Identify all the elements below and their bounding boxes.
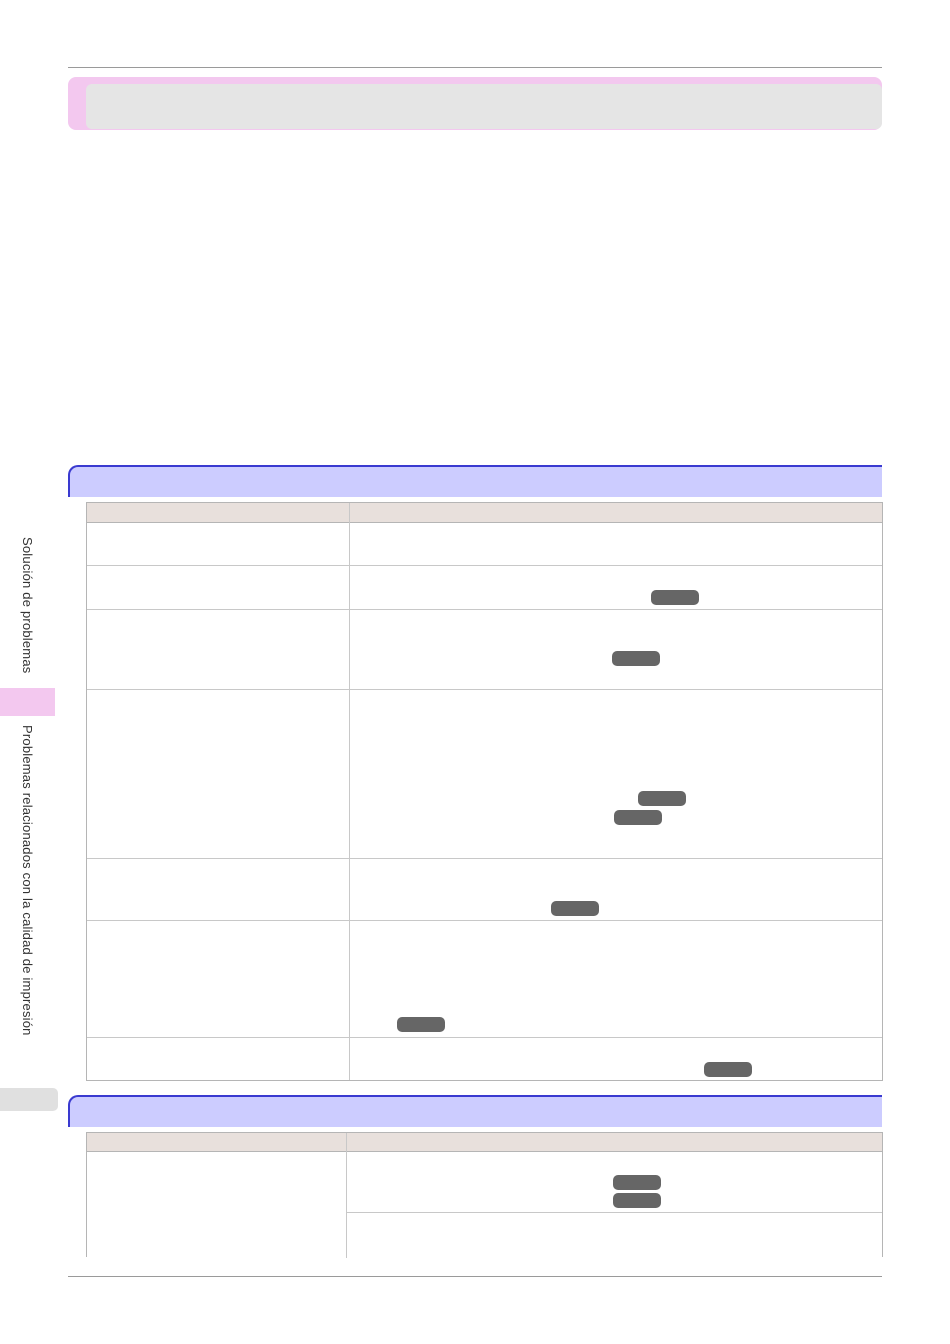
column-rule [349, 503, 350, 1080]
top-rule [68, 67, 882, 68]
row-rule [87, 565, 882, 566]
title-inner [86, 84, 882, 129]
link-badge[interactable] [613, 1193, 661, 1208]
link-badge[interactable] [651, 590, 699, 605]
row-rule [346, 1212, 882, 1213]
link-badge[interactable] [614, 810, 662, 825]
link-badge[interactable] [612, 651, 660, 666]
row-rule [87, 1037, 882, 1038]
bottom-rule [68, 1276, 882, 1277]
sidebar-section: Solución de problemas [20, 537, 35, 674]
link-badge[interactable] [704, 1062, 752, 1077]
sidebar-marker [0, 688, 55, 716]
row-rule [87, 609, 882, 610]
table-header [87, 503, 882, 523]
sidebar-subsection: Problemas relacionados con la calidad de… [20, 725, 35, 1036]
section-header [68, 465, 882, 497]
row-rule [87, 689, 882, 690]
section-header [68, 1095, 882, 1127]
table-header [87, 1133, 882, 1152]
link-badge[interactable] [613, 1175, 661, 1190]
table [86, 1132, 883, 1258]
title-box [68, 77, 882, 130]
column-rule [346, 1133, 347, 1258]
link-badge[interactable] [638, 791, 686, 806]
table [86, 502, 883, 1081]
row-rule [87, 858, 882, 859]
link-badge[interactable] [397, 1017, 445, 1032]
page-tab [0, 1088, 58, 1111]
row-rule [87, 920, 882, 921]
link-badge[interactable] [551, 901, 599, 916]
